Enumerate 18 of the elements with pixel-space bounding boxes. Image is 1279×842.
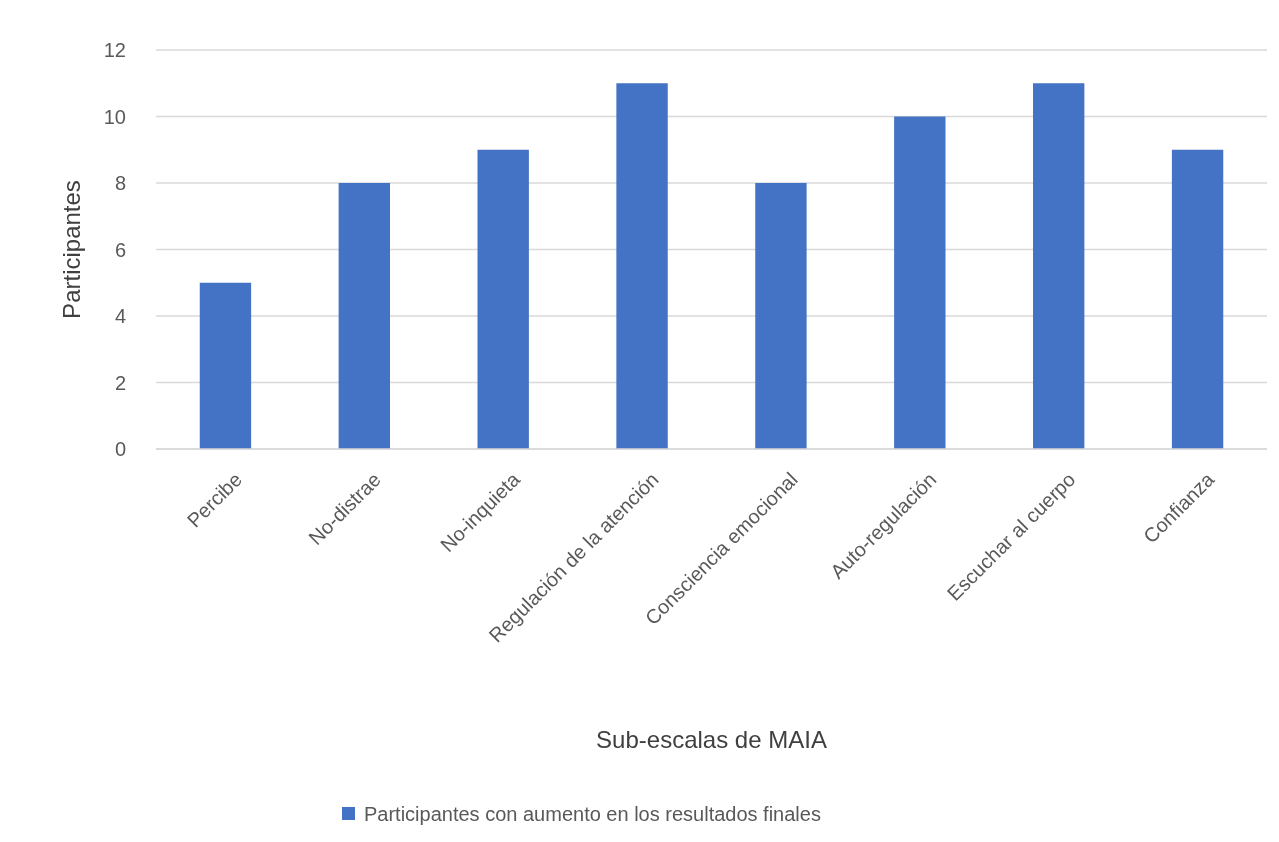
legend-label: Participantes con aumento en los resultados finales xyxy=(364,803,821,825)
bar xyxy=(755,183,807,449)
y-tick-label: 10 xyxy=(103,105,126,128)
y-tick-label: 12 xyxy=(103,39,126,61)
bar xyxy=(199,282,252,449)
bar xyxy=(477,149,529,449)
bar xyxy=(894,116,946,449)
y-tick-label: 4 xyxy=(114,305,126,327)
bar xyxy=(338,183,390,449)
y-tick-label: 6 xyxy=(114,238,126,261)
bar xyxy=(1033,83,1085,449)
y-tick-label: 8 xyxy=(114,172,126,194)
bar xyxy=(616,83,668,449)
y-tick-label: 0 xyxy=(114,438,126,460)
bar xyxy=(1171,149,1224,449)
y-tick-label: 2 xyxy=(114,371,126,394)
y-axis-title: Participantes xyxy=(58,180,85,319)
x-axis-title: Sub-escalas de MAIA xyxy=(596,726,827,753)
